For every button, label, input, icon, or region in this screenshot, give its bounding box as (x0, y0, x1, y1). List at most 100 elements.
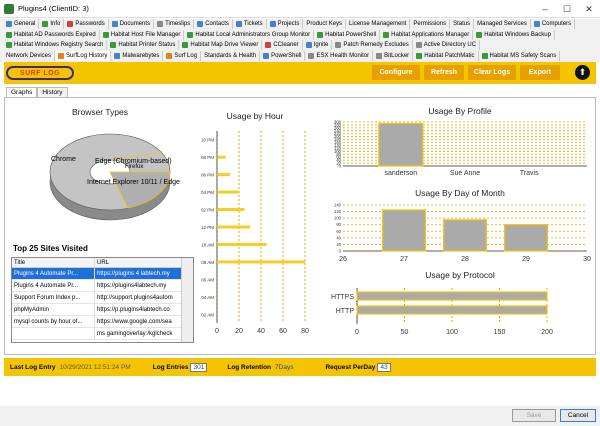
x-tick-label: 150 (494, 329, 506, 336)
table-scrollbar[interactable] (181, 258, 193, 342)
tab-habitat-powershell[interactable]: Habitat PowerShell (314, 29, 381, 40)
y-tick-label: 60 (336, 229, 341, 234)
tab-managed-services[interactable]: Managed Services (474, 19, 531, 30)
save-button[interactable]: Save (512, 409, 556, 422)
y-tick-label: 04 PM (201, 190, 214, 195)
tab-row-3: Habitat Windows Registry Search Habitat P… (0, 40, 600, 51)
close-button[interactable]: ✕ (585, 3, 593, 14)
export-button[interactable]: Export (520, 65, 560, 80)
clear-logs-button[interactable]: Clear Logs (468, 65, 516, 80)
bar (217, 190, 239, 194)
tab-contacts[interactable]: Contacts (194, 19, 233, 30)
tab-patch-remedy-excludes[interactable]: Patch Remedy Excludes (332, 40, 413, 51)
tab-active-directory-uc[interactable]: Active Directory UC (413, 40, 481, 51)
tab-esx-health-monitor[interactable]: ESX Health Monitor (305, 50, 374, 61)
y-tick-label: 300 (334, 120, 342, 125)
tab-label: Network Devices (6, 52, 52, 59)
tab-powershell[interactable]: PowerShell (260, 50, 306, 61)
tab-icon (476, 31, 483, 38)
tab-icon (235, 21, 242, 28)
tab-habitat-ad-passwords-expired[interactable]: Habitat AD Passwords Expired (3, 29, 100, 40)
tab-habitat-ms-safety-scans[interactable]: Habitat MS Safety Scans (479, 50, 561, 61)
tab-documents[interactable]: Documents (109, 19, 155, 30)
tab-general[interactable]: General (3, 19, 40, 30)
tab-product-keys[interactable]: Product Keys (303, 19, 347, 30)
tab-icon (265, 42, 272, 49)
tab-habitat-local-administrators-group-monitor[interactable]: Habitat Local Administrators Group Monit… (184, 29, 315, 40)
maximize-button[interactable]: ☐ (562, 3, 572, 14)
tab-habitat-patchmatic[interactable]: Habitat PatchMatic (413, 50, 479, 61)
tab-license-management[interactable]: License Management (346, 19, 411, 30)
bar (504, 224, 548, 252)
tab-passwords[interactable]: Passwords (64, 19, 109, 30)
x-tick-label: 40 (257, 328, 265, 335)
tab-habitat-printer-status[interactable]: Habitat Printer Status (107, 40, 180, 51)
table-row[interactable]: mysql counts by hour of... https://www.go… (12, 316, 193, 328)
tab-icon (102, 31, 109, 38)
x-tick-label: 0 (355, 329, 359, 336)
tab-projects[interactable]: Projects (267, 19, 304, 30)
tab-icon (110, 42, 117, 49)
tab-computers[interactable]: Computers (531, 19, 576, 30)
minimize-button[interactable]: – (542, 4, 548, 14)
y-tick-label: 100 (334, 149, 342, 154)
table-row[interactable]: phpMyAdmin https://p.plugins4labtech.co (12, 304, 193, 316)
refresh-button[interactable]: Refresh (424, 65, 464, 80)
tab-label: Tickets (243, 21, 263, 28)
configure-button[interactable]: Configure (372, 65, 420, 80)
tab-icon (383, 31, 390, 38)
tab-row-1: General Info Passwords Documents Timeslips Co… (0, 19, 600, 30)
site-url-cell: https://www.google.com/sea (97, 318, 172, 325)
site-url-cell: ms gamingoverlay:/kglcheck (97, 330, 173, 337)
tab-surflog-history[interactable]: SurfLog History (55, 50, 112, 61)
tab-malwarebytes[interactable]: Malwarebytes (111, 50, 164, 61)
tab-label: Patch Remedy Excludes (343, 42, 409, 49)
tab-label: Status (453, 21, 471, 28)
site-title-cell (12, 328, 95, 339)
col-url-header[interactable]: URL (97, 259, 110, 266)
tab-timeslips[interactable]: Timeslips (154, 19, 195, 30)
tab-icon (335, 42, 342, 49)
tab-bitlocker[interactable]: BitLocker (373, 50, 414, 61)
y-tick-label: 80 (336, 152, 341, 157)
surflog-toolbar: SURF LOG Configure Refresh Clear Logs Ex… (4, 62, 596, 84)
tab-surf-log[interactable]: Surf Log (163, 50, 202, 61)
tab-habitat-host-file-manager[interactable]: Habitat Host File Manager (100, 29, 185, 40)
table-row[interactable]: ms gamingoverlay:/kglcheck (12, 328, 193, 340)
col-title-header[interactable]: Title (12, 258, 95, 267)
upload-icon[interactable]: ⬆ (575, 65, 590, 80)
tab-history[interactable]: History (37, 87, 68, 97)
cancel-button[interactable]: Cancel (560, 409, 596, 422)
tab-icon (269, 21, 276, 28)
tab-habitat-applications-manager[interactable]: Habitat Applications Manager (380, 29, 474, 40)
request-perday-label: Request PerDay (325, 363, 376, 371)
tab-network-devices[interactable]: Network Devices (3, 50, 56, 61)
tab-status[interactable]: Status (450, 19, 475, 30)
top-sites-table: Title URL Plugins 4 Automate Pr... https:… (11, 257, 194, 343)
y-tick-label: 100 (334, 216, 342, 221)
tab-info[interactable]: Info (39, 19, 65, 30)
tab-tickets[interactable]: Tickets (233, 19, 267, 30)
tab-ccleaner[interactable]: CCleaner (262, 40, 303, 51)
table-row[interactable]: Support Forum Index p... http://support.p… (12, 292, 193, 304)
log-entries-value: 301 (190, 362, 208, 372)
x-tick-label: 26 (339, 256, 347, 263)
tab-standards-health[interactable]: Standards & Health (201, 50, 261, 61)
site-url-cell: https://plugins 4 labtech.my (97, 270, 170, 277)
table-row[interactable]: Plugins 4 Automate Pr... https://plugins … (12, 268, 193, 280)
table-row[interactable]: Plugins 4 Automate Pr... https://plugins4… (12, 280, 193, 292)
tab-icon (42, 21, 49, 28)
tab-graphs[interactable]: Graphs (6, 87, 38, 97)
tab-habitat-map-drive-viewer[interactable]: Habitat Map Drive Viewer (179, 40, 263, 51)
tab-permissions[interactable]: Permissions (410, 19, 451, 30)
log-retention-label: Log Retention (227, 363, 272, 371)
tab-label: Projects (277, 21, 300, 28)
tab-ignite[interactable]: Ignite (303, 40, 333, 51)
tab-label: General (14, 21, 36, 28)
tab-habitat-windows-backup[interactable]: Habitat Windows Backup (473, 29, 555, 40)
tab-label: Contacts (205, 21, 229, 28)
x-tick-label: Travis (520, 170, 539, 177)
bar (443, 219, 487, 252)
bar (217, 208, 245, 212)
tab-habitat-windows-registry-search[interactable]: Habitat Windows Registry Search (3, 40, 108, 51)
